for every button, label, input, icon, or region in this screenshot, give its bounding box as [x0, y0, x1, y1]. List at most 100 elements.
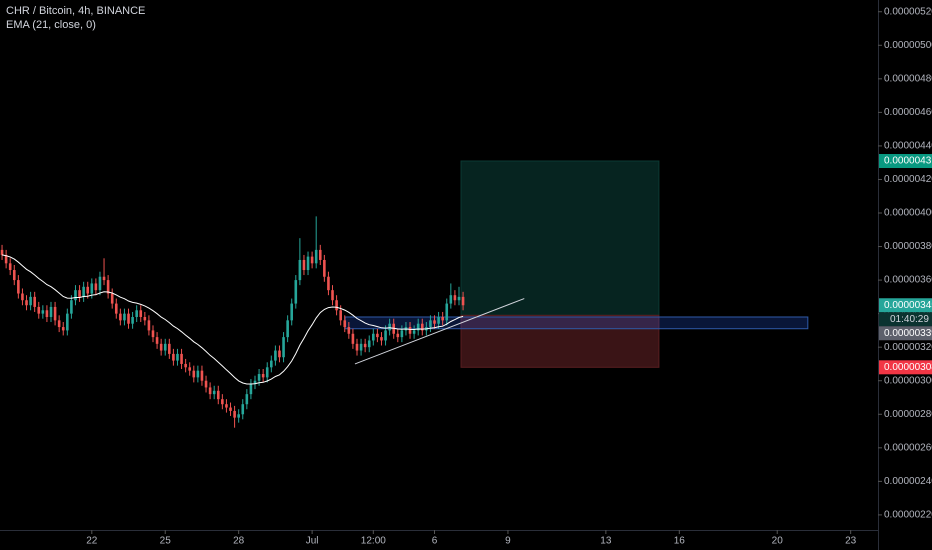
y-tick-label: 0.00000260 — [884, 442, 932, 453]
candle-body — [233, 410, 236, 418]
x-tick-label: 9 — [505, 536, 511, 547]
candle-body — [41, 310, 45, 314]
price-axis-bg — [878, 0, 932, 550]
candle-body — [127, 313, 130, 324]
candle-body — [221, 399, 224, 405]
candle-body — [37, 306, 41, 314]
candle-body — [290, 303, 294, 321]
chart-title: CHR / Bitcoin, 4h, BINANCE — [6, 5, 145, 17]
candle-body — [327, 276, 330, 291]
target-price-label: 0.00000431 — [884, 156, 932, 167]
candle-body — [61, 327, 65, 331]
candle-body — [106, 280, 110, 294]
y-tick-label: 0.00000440 — [884, 141, 932, 152]
time-axis-bg — [0, 530, 878, 550]
candle-body — [274, 350, 277, 361]
candle-body — [25, 300, 28, 306]
candle-body — [257, 374, 261, 381]
candle-body — [429, 320, 432, 328]
indicator-legend: EMA (21, close, 0) — [6, 19, 96, 31]
candle-body — [139, 310, 143, 317]
y-tick-label: 0.00000380 — [884, 241, 932, 252]
candle-body — [302, 259, 306, 271]
candle-body — [286, 320, 289, 338]
candle-body — [400, 330, 404, 338]
x-tick-label: 25 — [160, 536, 172, 547]
y-tick-label: 0.00000420 — [884, 174, 932, 185]
candle-body — [347, 327, 351, 334]
candle-body — [437, 316, 440, 324]
x-tick-label: 12:00 — [361, 536, 386, 547]
candle-body — [208, 387, 212, 395]
candle-body — [294, 280, 298, 304]
candle-body — [4, 254, 8, 264]
candle-body — [78, 290, 81, 297]
candle-body — [314, 249, 318, 264]
y-tick-label: 0.00000320 — [884, 342, 932, 353]
candle-body — [188, 367, 192, 371]
countdown: 01:40:29 — [890, 314, 929, 325]
candle-body — [249, 384, 253, 395]
y-tick-label: 0.00000300 — [884, 375, 932, 386]
candle-body — [131, 316, 134, 324]
candle-body — [66, 313, 69, 331]
candle-body — [245, 394, 249, 405]
candle-body — [449, 295, 453, 304]
candle-body — [123, 313, 126, 321]
x-tick-label: 6 — [432, 536, 438, 547]
candle-body — [114, 303, 118, 314]
x-tick-label: 22 — [86, 536, 98, 547]
candle-body — [339, 310, 342, 321]
candle-body — [192, 370, 196, 378]
candle-body — [396, 333, 400, 338]
stop-price-label-bg — [879, 360, 932, 375]
candle-body — [408, 327, 412, 334]
candle-body — [119, 313, 122, 321]
candle-body — [453, 295, 457, 301]
candle-body — [212, 390, 216, 395]
candle-body — [82, 286, 85, 297]
candle-body — [143, 316, 147, 321]
candle-body — [261, 374, 265, 378]
candle-body — [159, 343, 163, 351]
candle-body — [420, 323, 424, 331]
candle-body — [392, 323, 396, 334]
candle-body — [45, 310, 49, 317]
candle-body — [253, 380, 257, 385]
candle-body — [445, 303, 449, 321]
candle-body — [110, 293, 114, 304]
y-tick-label: 0.00000400 — [884, 208, 932, 219]
position-loss-zone — [460, 314, 660, 368]
candle-body — [196, 370, 200, 378]
candle-body — [74, 290, 77, 301]
y-tick-label: 0.00000500 — [884, 40, 932, 51]
candle-body — [376, 333, 379, 338]
y-tick-label: 0.00000280 — [884, 409, 932, 420]
candle-body — [359, 343, 363, 351]
candle-body — [12, 270, 16, 281]
candle-body — [457, 296, 461, 301]
candle-body — [237, 414, 240, 418]
candle-body — [29, 296, 32, 306]
candle-body — [49, 306, 53, 317]
candle-body — [200, 370, 204, 381]
candle-body — [384, 330, 387, 341]
target-price-label-bg — [879, 154, 932, 169]
entry-price-label-bg — [879, 326, 932, 341]
ema-line — [1, 254, 464, 385]
x-tick-label: 13 — [600, 536, 612, 547]
candle-body — [172, 353, 175, 361]
candle-body — [53, 306, 57, 321]
candle-body — [17, 280, 20, 294]
y-tick-label: 0.00000360 — [884, 275, 932, 286]
candle-body — [367, 340, 371, 348]
candle-body — [270, 360, 273, 368]
x-tick-label: Jul — [306, 536, 319, 547]
y-tick-label: 0.00000520 — [884, 6, 932, 17]
candle-body — [184, 363, 187, 368]
candle-body — [176, 353, 179, 361]
candle-body — [441, 316, 444, 321]
candle-body — [135, 310, 138, 317]
countdown-bg — [879, 312, 932, 327]
